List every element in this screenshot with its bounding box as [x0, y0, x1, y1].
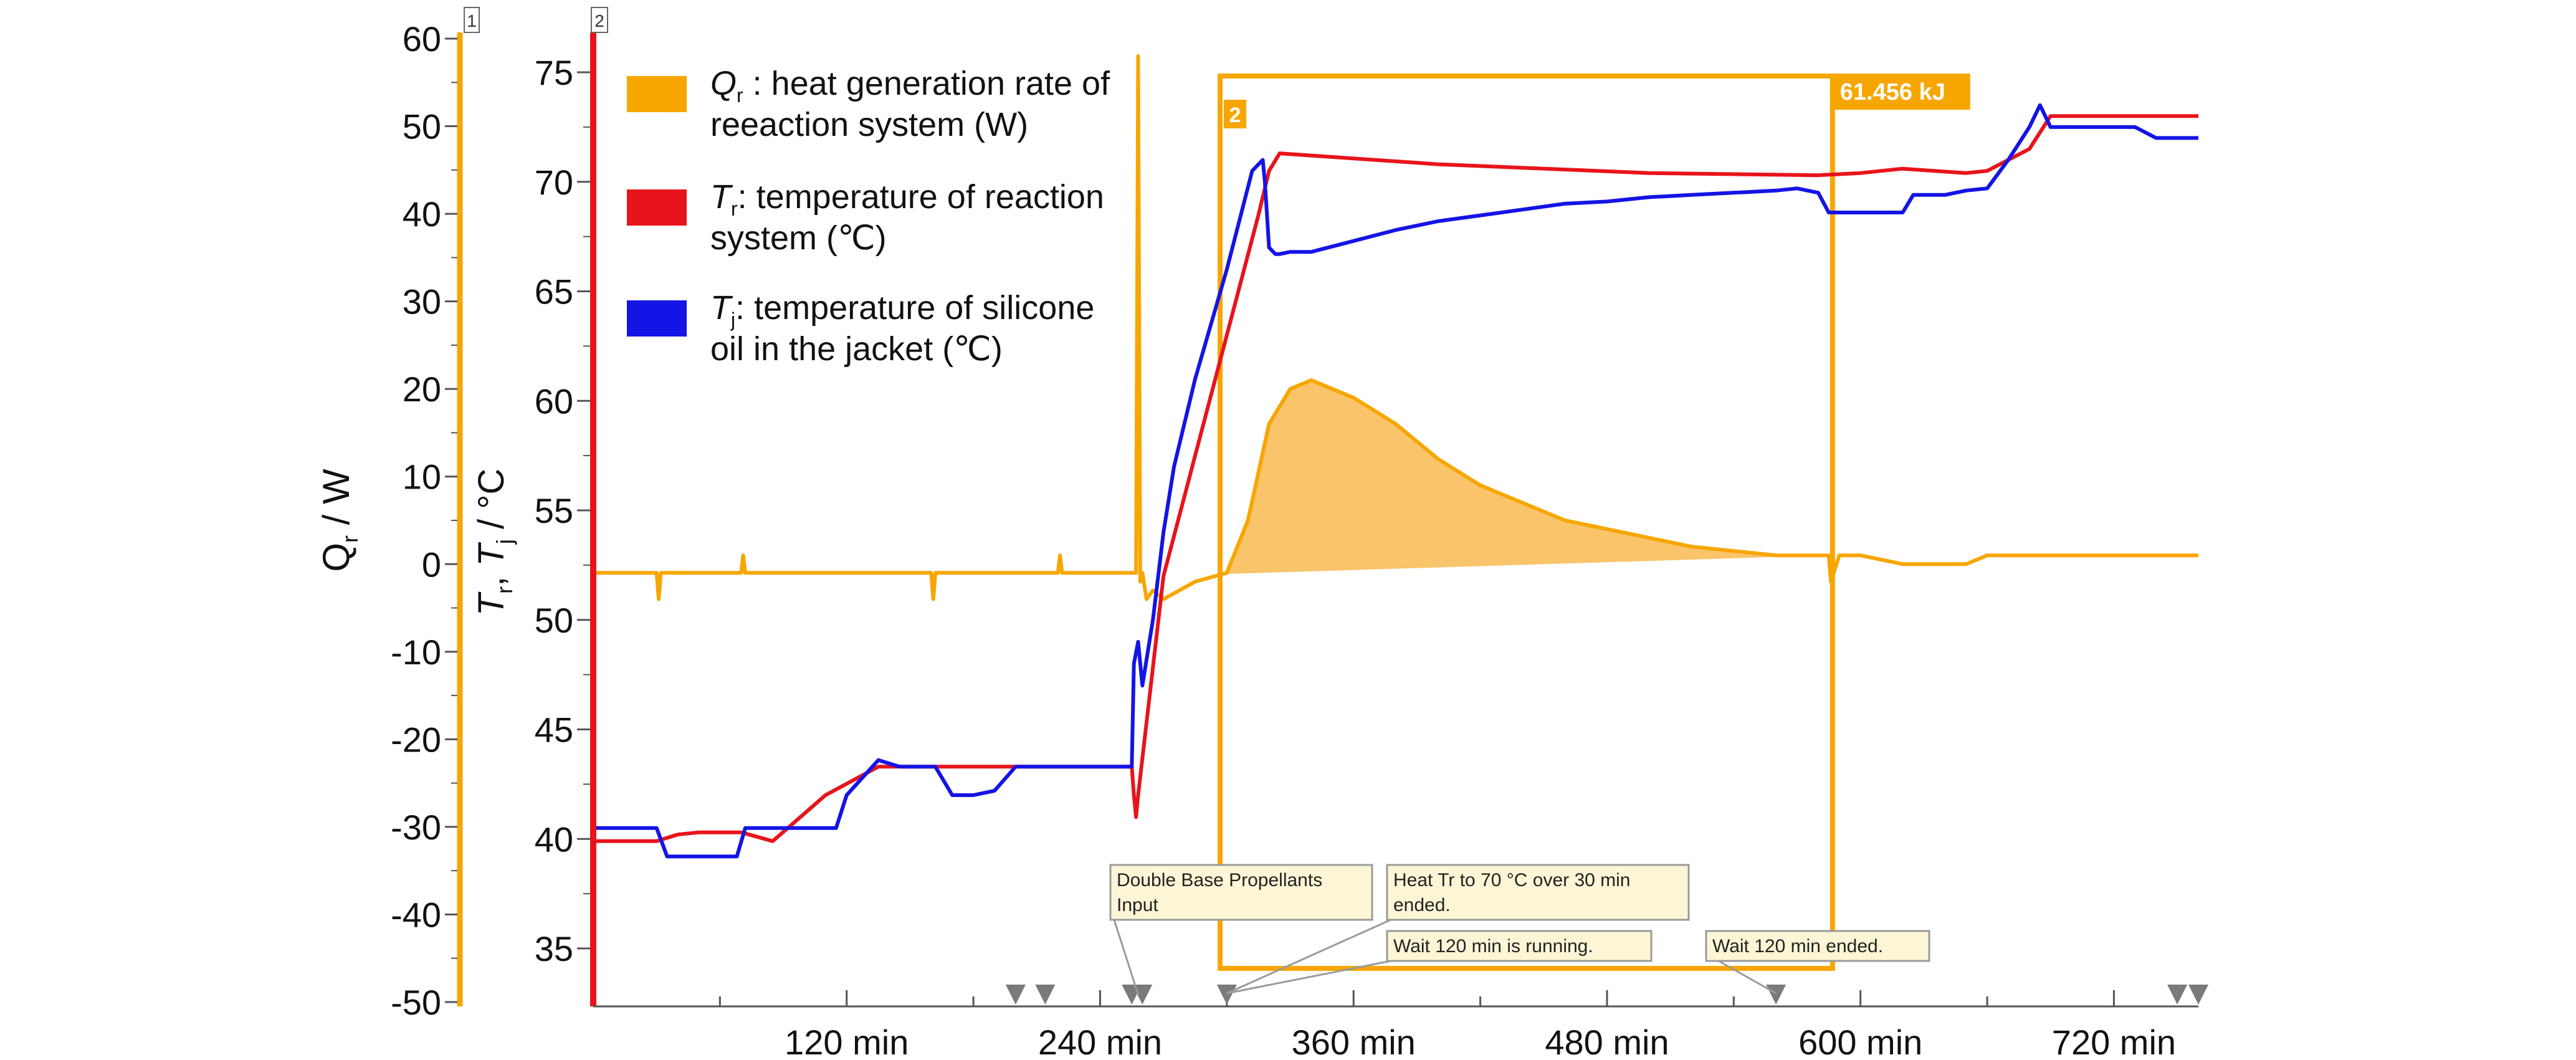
axis-qr-badge-label: 1 — [467, 11, 477, 31]
axis-t-tick-label: 75 — [535, 53, 573, 92]
legend-label-tr-line2: system (℃) — [710, 219, 887, 257]
annotation-text: Heat Tr to 70 °C over 30 min — [1393, 870, 1631, 890]
axis-qr-tick-label: -50 — [391, 983, 441, 1022]
event-marker-icon — [1766, 985, 1787, 1005]
x-axis-tick-label: 720 min — [2052, 1023, 2176, 1060]
integration-fill-layer — [1223, 380, 1829, 575]
axis-t-tick-label: 70 — [535, 163, 573, 202]
series-layer — [593, 54, 2198, 859]
axis-t-tick-label: 65 — [535, 272, 573, 312]
x-axis-tick-label: 120 min — [785, 1023, 909, 1060]
x-axis-tick-label: 240 min — [1038, 1023, 1162, 1060]
axis-qr-tick-label: 20 — [403, 370, 441, 409]
axis-qr-title: Qr / W — [315, 469, 363, 572]
axis-t-tick-label: 40 — [535, 819, 573, 859]
axis-qr-tick-label: -40 — [391, 895, 441, 934]
annotation-leader — [1113, 919, 1139, 995]
axis-qr-tick-label: 0 — [422, 545, 441, 584]
x-axis-tick-label: 600 min — [1798, 1023, 1922, 1060]
legend-swatch-tj — [627, 300, 687, 337]
axis-qr-tick-label: 10 — [403, 457, 441, 497]
integration-box-id-bg — [1224, 100, 1247, 128]
axis-t-tick-label: 50 — [535, 601, 573, 640]
legend-swatch-qr — [627, 76, 687, 112]
axis-t-tick-label: 45 — [535, 710, 573, 750]
legend-label-tr: Tr: temperature of reaction — [710, 178, 1104, 220]
integration-box — [1218, 74, 1835, 971]
series-tr-line — [593, 114, 2198, 843]
axis-t-tick-label: 60 — [535, 381, 573, 421]
annotation-box — [1109, 864, 1373, 921]
integration-box-id: 2 — [1229, 103, 1241, 127]
annotation-text: Double Base Propellants — [1117, 870, 1322, 890]
axis-t-title: Tr, Tj / °C — [471, 469, 517, 616]
axis-qr-tick-label: -20 — [391, 720, 441, 759]
integration-value-label: 61.456 kJ — [1840, 79, 1945, 105]
series-tj-line — [593, 103, 2198, 859]
event-marker-icon — [1035, 985, 1056, 1005]
x-axis-tick-label: 360 min — [1292, 1023, 1416, 1060]
event-marker-icon — [1216, 985, 1237, 1005]
integration-area — [1223, 380, 1829, 575]
annotation-leader — [1226, 919, 1391, 995]
legend-label-tj: Tj: temperature of silicone — [710, 289, 1094, 331]
axis-t-badge — [591, 7, 608, 33]
event-marker-icon — [1005, 985, 1026, 1005]
annotation-box — [1386, 864, 1690, 921]
event-marker-icon — [2188, 985, 2208, 1005]
annotation-text: ended. — [1393, 895, 1451, 915]
annotation-text: Input — [1117, 895, 1158, 915]
annotations-layer: Double Base Propellants Input Heat Tr to 7… — [1109, 864, 1930, 995]
legend-label-qr: Qr : heat generation rate of — [710, 65, 1110, 107]
legend-swatch-tr — [627, 189, 687, 226]
axis-qr-badge — [464, 7, 480, 33]
integration-box-layer: 2 61.456 kJ — [1218, 74, 1970, 971]
axis-qr-tick-label: 40 — [403, 194, 441, 234]
annotation-leader — [1226, 960, 1391, 995]
annotation-box — [1386, 930, 1653, 962]
x-axis-layer: 120 min 240 min 360 min 480 min 600 min 720 m… — [593, 990, 2198, 1060]
axis-qr-tick-label: 50 — [403, 107, 441, 146]
annotation-text: Wait 120 min ended. — [1712, 936, 1883, 957]
annotation-leader — [1718, 960, 1777, 995]
axis-qr-tick-label: -10 — [391, 633, 441, 672]
axis-t-tick-label: 35 — [535, 929, 573, 968]
integration-value-bg — [1829, 74, 1970, 110]
series-qr-line — [593, 54, 2198, 601]
axis-qr-tick-label: -30 — [391, 808, 441, 847]
annotation-box — [1705, 930, 1930, 962]
legend-label-qr-line2: reeaction system (W) — [710, 106, 1028, 143]
axis-t-tick-label: 55 — [535, 491, 573, 530]
axes-layer: 60 50 40 30 20 10 0 -10 -20 -30 -40 -50 1 Qr / W 75 70 6… — [315, 7, 608, 1022]
legend-label-tj-line2: oil in the jacket (℃) — [710, 330, 1003, 368]
axis-qr-tick-label: 60 — [403, 19, 441, 59]
axis-t-badge-label: 2 — [594, 11, 604, 31]
event-marker-icon — [2167, 985, 2188, 1005]
axis-qr-tick-label: 30 — [403, 282, 441, 322]
x-axis-tick-label: 480 min — [1545, 1023, 1669, 1060]
annotation-text: Wait 120 min is running. — [1393, 936, 1593, 957]
